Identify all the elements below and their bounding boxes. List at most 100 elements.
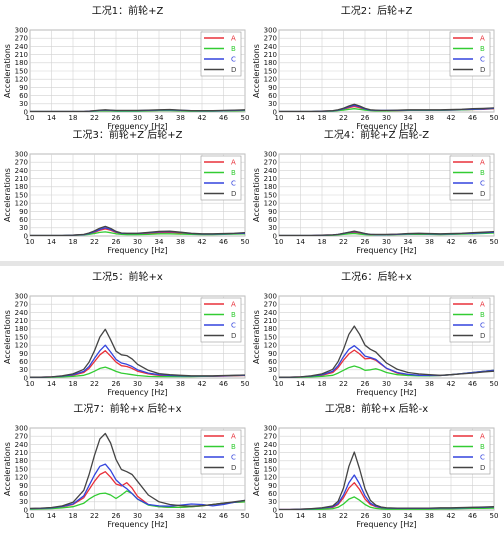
x-axis-label: Frequency [Hz] — [107, 122, 167, 131]
y-tick-label: 90 — [268, 482, 277, 490]
y-tick-label: 300 — [264, 150, 277, 158]
y-tick-label: 30 — [268, 498, 277, 506]
x-axis-label: Frequency [Hz] — [356, 246, 416, 255]
x-tick-label: 50 — [490, 238, 499, 246]
x-tick-label: 50 — [490, 512, 499, 520]
x-tick-label: 14 — [47, 380, 56, 388]
series-line-C — [30, 463, 245, 510]
x-tick-label: 50 — [241, 238, 250, 246]
chart-title: 工况2：后轮+Z — [341, 4, 413, 17]
y-tick-label: 180 — [15, 457, 28, 465]
y-axis-label: Accelerations — [252, 168, 261, 222]
chart-title: 工况8：前轮+x 后轮-x — [325, 402, 428, 415]
x-tick-label: 34 — [404, 238, 413, 246]
y-tick-label: 60 — [268, 92, 277, 100]
y-tick-label: 0 — [24, 108, 28, 116]
legend-label: C — [231, 322, 236, 330]
x-tick-label: 22 — [90, 380, 99, 388]
y-tick-label: 180 — [264, 183, 277, 191]
y-axis-label: Accelerations — [3, 168, 12, 222]
series-group — [30, 432, 245, 510]
x-axis-label: Frequency [Hz] — [356, 122, 416, 131]
x-tick-label: 50 — [241, 380, 250, 388]
x-tick-label: 18 — [69, 114, 78, 122]
x-tick-label: 22 — [90, 512, 99, 520]
legend-label: B — [480, 169, 485, 177]
x-tick-label: 22 — [90, 114, 99, 122]
x-tick-label: 10 — [26, 114, 35, 122]
y-tick-label: 240 — [264, 167, 277, 175]
x-tick-label: 34 — [155, 512, 164, 520]
x-tick-label: 10 — [26, 380, 35, 388]
x-tick-label: 22 — [339, 512, 348, 520]
x-tick-label: 46 — [219, 380, 228, 388]
chart-title: 工况6：后轮+x — [341, 270, 412, 283]
x-tick-label: 38 — [425, 512, 434, 520]
y-tick-label: 120 — [15, 342, 28, 350]
legend-label: A — [480, 159, 485, 167]
x-tick-label: 18 — [318, 512, 327, 520]
y-axis-label: Accelerations — [3, 442, 12, 496]
legend-label: D — [231, 332, 236, 340]
x-axis-label: Frequency [Hz] — [107, 520, 167, 529]
y-tick-label: 60 — [268, 358, 277, 366]
series-group — [279, 451, 494, 510]
series-group — [30, 225, 245, 236]
y-tick-label: 0 — [24, 374, 28, 382]
x-tick-label: 26 — [361, 114, 370, 122]
chart-title: 工况1：前轮+Z — [92, 4, 164, 17]
y-tick-label: 150 — [15, 67, 28, 75]
y-tick-label: 300 — [15, 424, 28, 432]
x-tick-label: 34 — [155, 114, 164, 122]
x-tick-label: 42 — [198, 512, 207, 520]
x-tick-label: 50 — [490, 380, 499, 388]
y-tick-label: 0 — [24, 506, 28, 514]
y-tick-label: 120 — [15, 474, 28, 482]
y-tick-label: 0 — [273, 506, 277, 514]
y-tick-label: 270 — [264, 301, 277, 309]
x-tick-label: 34 — [404, 512, 413, 520]
x-axis-label: Frequency [Hz] — [356, 520, 416, 529]
y-tick-label: 240 — [264, 43, 277, 51]
x-tick-label: 34 — [155, 380, 164, 388]
y-tick-label: 60 — [19, 358, 28, 366]
legend-label: C — [231, 180, 236, 188]
legend-box — [200, 429, 242, 475]
y-tick-label: 300 — [15, 26, 28, 34]
x-tick-label: 38 — [425, 380, 434, 388]
x-tick-label: 10 — [275, 238, 284, 246]
x-tick-label: 26 — [112, 238, 121, 246]
y-tick-label: 120 — [264, 342, 277, 350]
legend-label: A — [480, 35, 485, 43]
legend-label: B — [231, 311, 236, 319]
x-tick-label: 38 — [425, 114, 434, 122]
y-tick-label: 300 — [264, 26, 277, 34]
chart-title: 工况4：前轮+Z 后轮-Z — [324, 128, 429, 141]
legend-label: C — [480, 180, 485, 188]
x-tick-label: 42 — [198, 238, 207, 246]
y-axis-label: Accelerations — [3, 44, 12, 98]
y-tick-label: 90 — [268, 350, 277, 358]
legend-label: B — [480, 45, 485, 53]
x-tick-label: 26 — [361, 512, 370, 520]
y-tick-label: 150 — [15, 191, 28, 199]
y-tick-label: 270 — [15, 301, 28, 309]
y-tick-label: 180 — [264, 59, 277, 67]
y-tick-label: 210 — [264, 175, 277, 183]
x-tick-label: 26 — [361, 380, 370, 388]
legend-box — [200, 297, 242, 343]
x-tick-label: 30 — [382, 512, 391, 520]
y-tick-label: 120 — [264, 76, 277, 84]
legend-label: A — [231, 159, 236, 167]
y-tick-label: 60 — [19, 216, 28, 224]
legend-label: C — [231, 454, 236, 462]
x-tick-label: 26 — [112, 114, 121, 122]
x-tick-label: 46 — [468, 238, 477, 246]
